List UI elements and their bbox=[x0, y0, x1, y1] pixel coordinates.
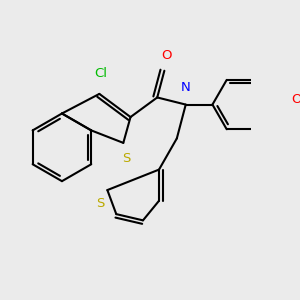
Text: Cl: Cl bbox=[94, 67, 108, 80]
Text: O: O bbox=[161, 49, 171, 62]
Text: S: S bbox=[96, 197, 104, 210]
Text: N: N bbox=[181, 81, 190, 94]
Text: O: O bbox=[291, 93, 300, 106]
Text: S: S bbox=[122, 152, 130, 165]
